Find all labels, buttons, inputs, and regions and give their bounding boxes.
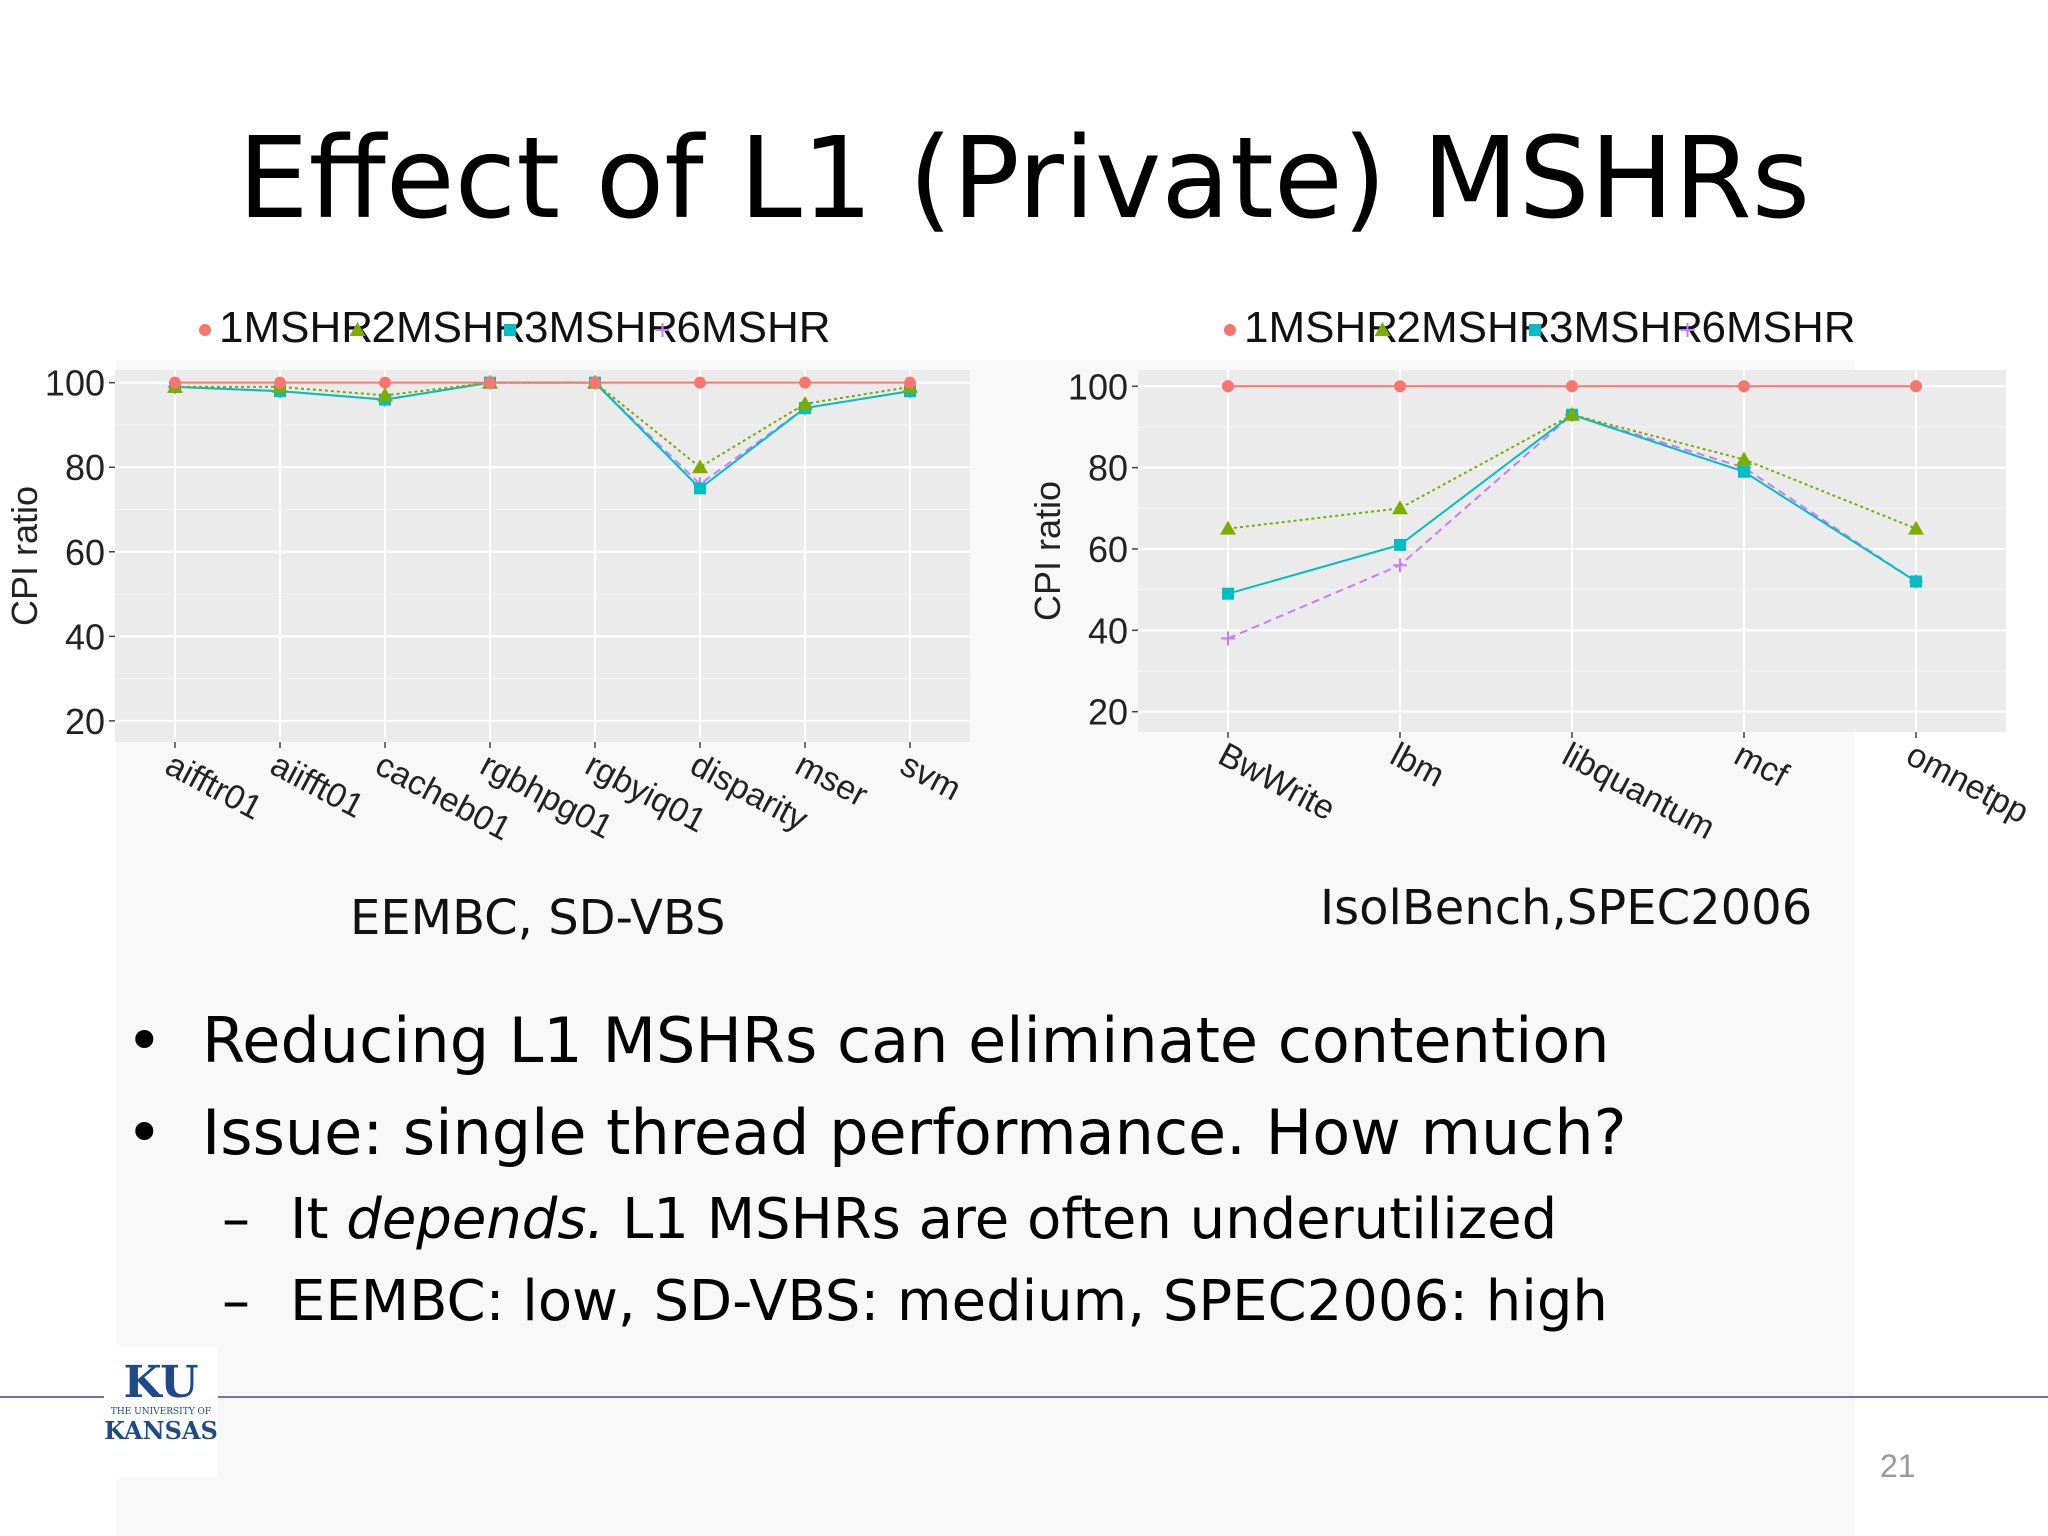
data-point-1mshr (1738, 380, 1750, 393)
legend-label-3mshr: 3MSHR (1549, 303, 1703, 352)
bullet-marker: • (126, 1096, 163, 1169)
data-point-1mshr (904, 376, 916, 389)
logo-university: THE UNIVERSITY OF (110, 1407, 212, 1417)
bullet-marker: • (126, 1004, 163, 1077)
legend-label-3mshr: 3MSHR (524, 303, 678, 352)
legend-label-1mshr: 1MSHR (219, 303, 373, 352)
legend-key-6mshr (655, 323, 670, 337)
data-point-2mshr (377, 387, 393, 402)
legend-key-1mshr (199, 324, 211, 336)
bullet-text: Reducing L1 MSHRs can eliminate contenti… (202, 1004, 1610, 1077)
data-point-6mshr (1393, 558, 1407, 573)
sub-bullet-item: – It depends. L1 MSHRs are often underut… (120, 1179, 1880, 1261)
data-point-2mshr (1908, 520, 1924, 535)
data-point-1mshr (1222, 380, 1234, 393)
data-point-2mshr (1564, 406, 1580, 421)
series-line-6mshr (1227, 413, 1917, 640)
legend-label-6mshr: 6MSHR (677, 303, 831, 352)
data-point-3mshr (1738, 465, 1750, 478)
page-number: 21 (1880, 1448, 1916, 1484)
bullet-item: • Reducing L1 MSHRs can eliminate conten… (120, 995, 1880, 1087)
bullet-list: • Reducing L1 MSHRs can eliminate conten… (120, 995, 1880, 1343)
data-point-1mshr (1394, 380, 1406, 393)
legend-key-6mshr (1680, 323, 1695, 337)
y-tick-label: 60 (65, 532, 105, 573)
bullet-item: • Issue: single thread performance. How … (120, 1087, 1880, 1179)
x-tick-label: aiifft01 (264, 746, 370, 826)
slide-title: Effect of L1 (Private) MSHRs (237, 114, 1811, 244)
y-tick-label: 80 (65, 447, 105, 488)
legend-key-3mshr (504, 324, 516, 336)
logo-name: KANSAS (104, 1416, 218, 1445)
legend-key-3mshr (1529, 324, 1541, 336)
x-tick-label: lbm (1384, 736, 1450, 795)
caption-right: IsolBench,SPEC2006 (1320, 880, 1813, 936)
x-tick-label: svm (894, 746, 967, 809)
data-point-1mshr (589, 376, 601, 389)
chart-isolbench-spec2006: 20 40 60 80 100 BwWrite lbm libquantum mcf omnetp… (1027, 303, 2035, 848)
bullet-text: Issue: single thread performance. How mu… (202, 1096, 1627, 1169)
sub-bullet-marker: – (222, 1187, 250, 1252)
data-point-1mshr (799, 376, 811, 389)
plot-panel (115, 370, 970, 742)
sub-bullet-marker: – (222, 1269, 250, 1334)
sub-bullet-text-post: L1 MSHRs are often underutilized (604, 1187, 1558, 1252)
y-tick-label: 20 (1088, 692, 1128, 733)
sub-bullet-text: EEMBC: low, SD-VBS: medium, SPEC2006: hi… (290, 1269, 1608, 1334)
x-tick-label: BwWrite (1212, 736, 1341, 829)
data-point-1mshr (484, 376, 496, 389)
data-point-2mshr (692, 459, 708, 474)
x-tick-label: disparity (684, 746, 814, 839)
y-tick-label: 20 (65, 701, 105, 742)
x-tick-label: aifftr01 (159, 746, 268, 828)
data-point-1mshr (169, 376, 181, 389)
x-tick-label: mcf (1728, 736, 1795, 796)
legend-key-1mshr (1224, 324, 1236, 336)
legend-label-6mshr: 6MSHR (1702, 303, 1856, 352)
y-tick-label: 40 (65, 616, 105, 657)
data-point-3mshr (694, 482, 706, 495)
logo-initials: KU (123, 1357, 199, 1408)
data-point-2mshr (1220, 520, 1236, 535)
data-point-3mshr (1394, 538, 1406, 551)
data-point-1mshr (1910, 380, 1922, 393)
data-point-1mshr (274, 376, 286, 389)
footer-divider (0, 1396, 2048, 1398)
x-tick-label: libquantum (1556, 736, 1721, 848)
y-tick-label: 60 (1088, 529, 1128, 570)
data-point-6mshr (1221, 631, 1235, 646)
data-point-1mshr (694, 376, 706, 389)
data-point-3mshr (1222, 587, 1234, 600)
y-tick-label: 40 (1088, 610, 1128, 651)
y-axis-label: CPI ratio (1027, 481, 1068, 621)
sub-bullet-item: – EEMBC: low, SD-VBS: medium, SPEC2006: … (120, 1261, 1880, 1343)
x-tick-label: omnetpp (1900, 736, 2035, 832)
y-tick-label: 100 (1068, 366, 1128, 407)
data-point-1mshr (1566, 380, 1578, 393)
y-tick-label: 80 (1088, 448, 1128, 489)
data-point-1mshr (379, 376, 391, 389)
legend-label-1mshr: 1MSHR (1244, 303, 1398, 352)
data-point-2mshr (1736, 451, 1752, 466)
legend-label-2mshr: 2MSHR (372, 303, 526, 352)
legend-key-2mshr (349, 322, 366, 336)
caption-left: EEMBC, SD-VBS (350, 890, 726, 946)
data-point-2mshr (1392, 500, 1408, 515)
y-tick-label: 100 (45, 363, 105, 404)
ku-logo: KU THE UNIVERSITY OF KANSAS (104, 1346, 218, 1478)
sub-bullet-text-pre: It (290, 1187, 347, 1252)
legend-key-2mshr (1374, 322, 1391, 336)
data-point-2mshr (797, 395, 813, 410)
sub-bullet-text-emphasis: depends. (346, 1187, 605, 1252)
legend-label-2mshr: 2MSHR (1397, 303, 1551, 352)
data-point-3mshr (1910, 575, 1922, 588)
y-axis-label: CPI ratio (4, 486, 45, 626)
